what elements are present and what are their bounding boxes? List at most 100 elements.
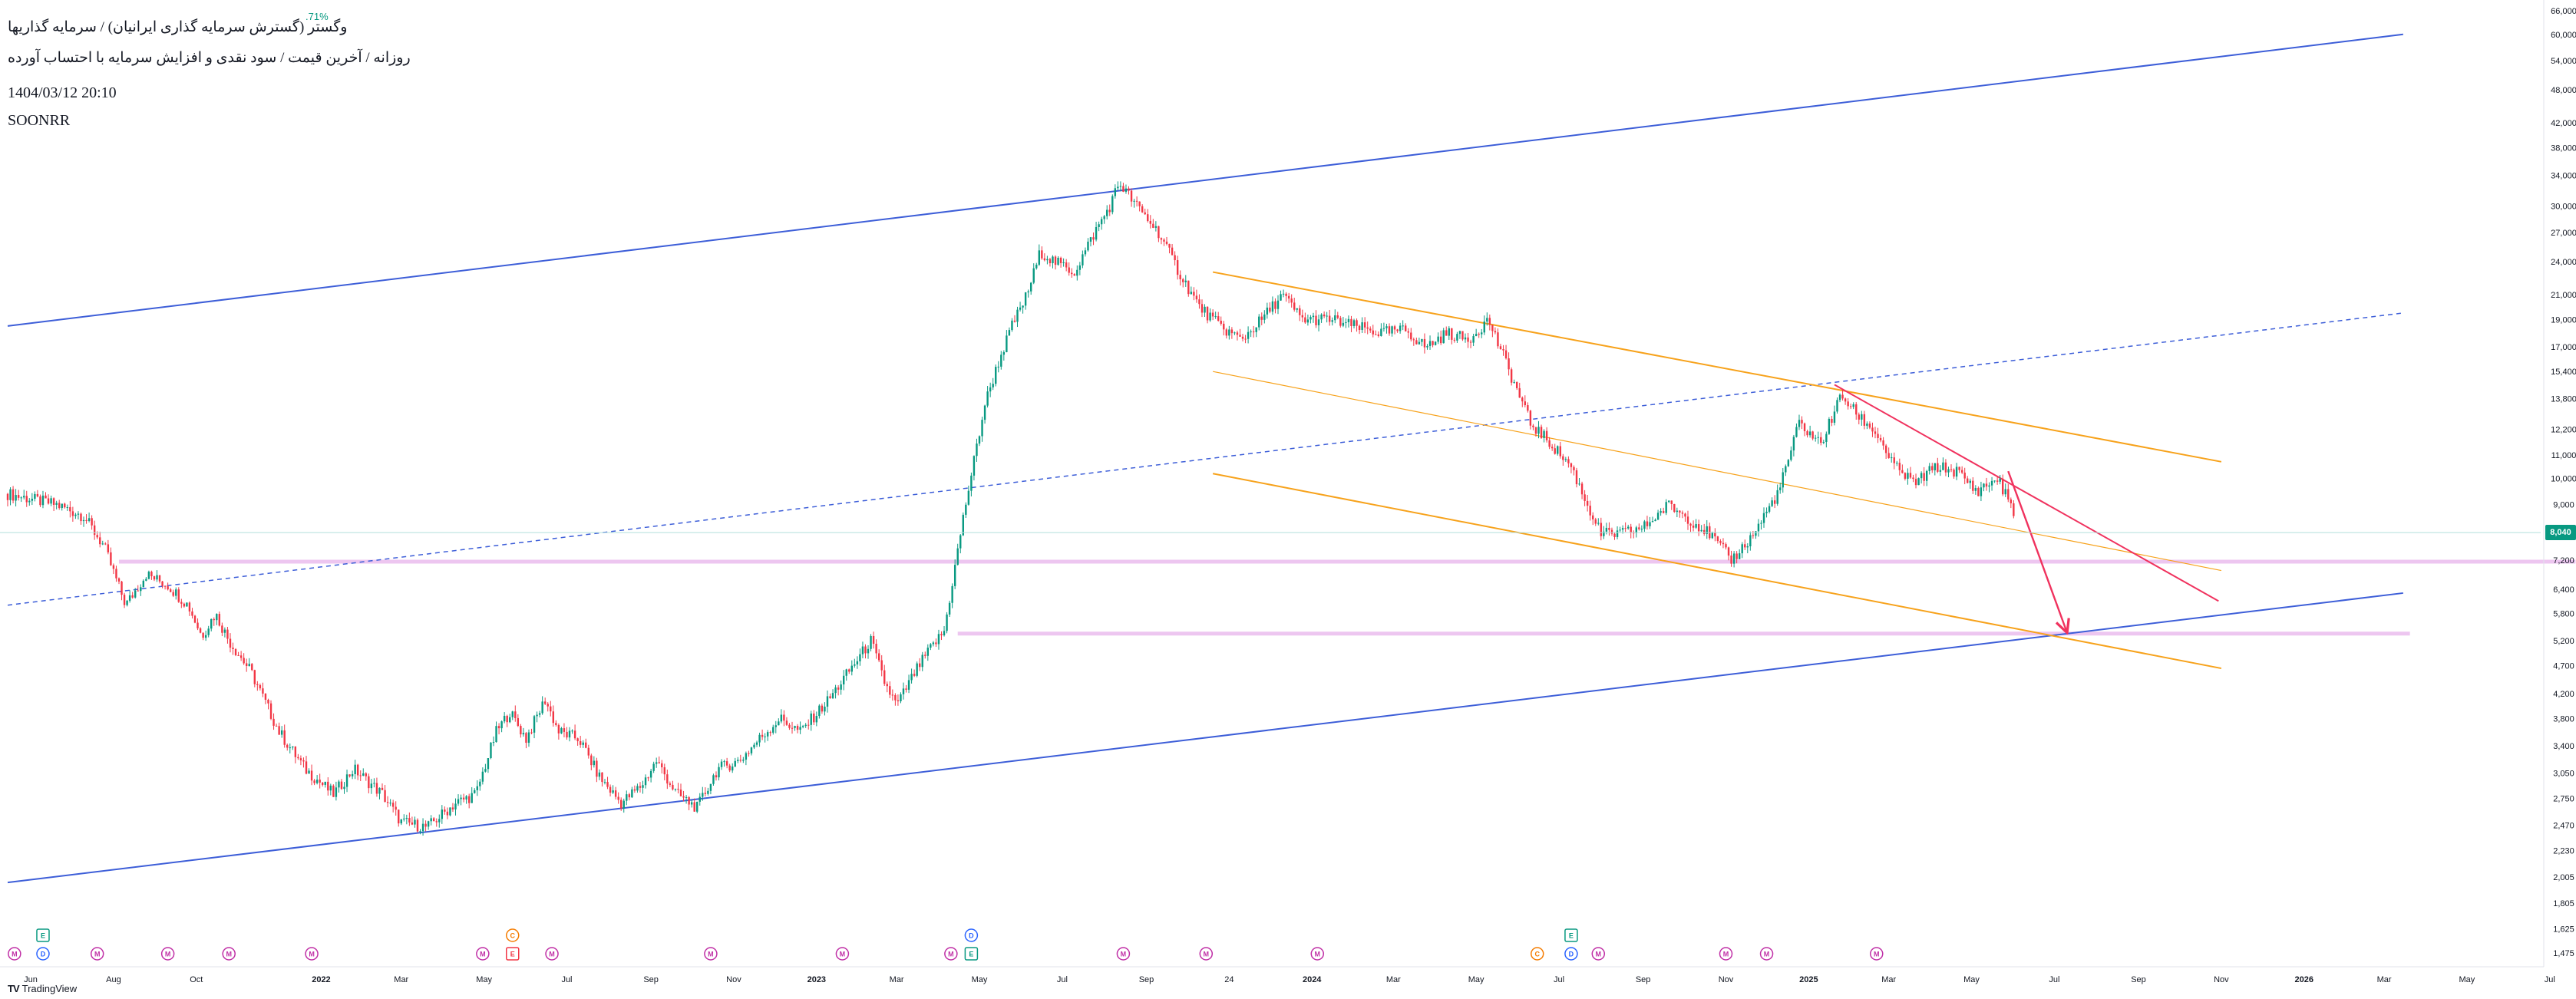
candle-body: [891, 694, 894, 696]
event-badge-label: D: [1569, 951, 1574, 958]
tradingview-watermark[interactable]: TV TradingView: [8, 983, 77, 994]
candle-body: [1052, 256, 1054, 264]
candle-body: [93, 525, 96, 536]
candle-body: [1668, 500, 1670, 503]
candle-body: [1152, 223, 1154, 228]
candle-body: [239, 655, 243, 658]
candle-body: [213, 618, 215, 621]
candle-body: [1100, 219, 1103, 225]
candle-body: [1138, 201, 1141, 206]
candle-body: [1852, 404, 1854, 407]
candle-body: [1013, 320, 1016, 322]
candle-body: [951, 585, 953, 603]
candle-body: [1575, 470, 1578, 485]
candle-body: [1884, 445, 1887, 453]
candle-body: [275, 725, 278, 727]
candle-body: [1301, 315, 1304, 318]
y-tick-label: 7,200: [2553, 556, 2574, 565]
candle-body: [117, 578, 121, 582]
event-badge-shape: [1870, 947, 1884, 961]
candle-body: [1825, 434, 1828, 442]
candle-body: [1352, 320, 1356, 326]
event-badge-label: C: [1534, 951, 1540, 958]
candle-body: [1782, 472, 1784, 488]
candle-body: [322, 782, 324, 785]
y-tick-label: 60,000: [2551, 31, 2576, 40]
candle-body: [514, 711, 517, 718]
candle-body: [297, 757, 299, 759]
event-badge-label: C: [510, 932, 516, 940]
candle-body: [1117, 186, 1119, 189]
candle-body: [1785, 466, 1787, 473]
candle-body: [1578, 483, 1580, 485]
candle-body: [1993, 480, 1996, 482]
candle-body: [1545, 430, 1548, 440]
candle-body: [356, 764, 359, 776]
trend-line-blue-mid: [7, 312, 2403, 606]
candle-body: [636, 786, 639, 791]
candle-body: [1154, 226, 1158, 228]
candle-body: [378, 787, 381, 794]
candle-body: [1071, 272, 1073, 275]
x-tick-label: Jul: [2545, 975, 2555, 984]
candle-body: [1656, 513, 1660, 520]
candle-body: [913, 674, 916, 676]
candle-body: [1676, 510, 1679, 513]
candle-body: [973, 456, 976, 476]
candle-body: [937, 634, 940, 645]
candle-body: [112, 565, 115, 569]
candle-body: [142, 580, 145, 588]
candle-body: [824, 706, 826, 712]
candle-body: [940, 634, 943, 636]
candle-body: [1801, 420, 1803, 424]
candle-body: [96, 535, 98, 538]
x-tick-label: 2023: [807, 975, 826, 984]
candle-body: [1426, 345, 1428, 348]
candle-body: [384, 790, 386, 803]
candle-body: [1990, 480, 1993, 486]
candle-body: [1260, 316, 1263, 320]
candle-body: [1662, 511, 1665, 513]
candle-body: [1356, 320, 1358, 326]
candle-body: [1765, 511, 1768, 513]
candle-body: [1285, 293, 1287, 296]
candle-body: [28, 500, 31, 503]
candle-body: [1972, 480, 1974, 491]
candle-body: [715, 775, 718, 778]
candle-body: [1144, 212, 1146, 215]
candle-body: [725, 761, 728, 766]
candle-body: [1334, 315, 1336, 321]
candle-body: [986, 391, 989, 406]
candle-body: [1179, 275, 1181, 279]
candle-body: [115, 569, 117, 579]
candle-body: [1239, 335, 1241, 337]
candle-body: [1651, 521, 1654, 523]
y-tick-label: 4,200: [2553, 690, 2574, 699]
candle-body: [1019, 307, 1022, 310]
candle-body: [1111, 196, 1114, 213]
candle-body: [1382, 328, 1385, 329]
candle-body: [848, 669, 850, 672]
candle-body: [932, 642, 935, 645]
candle-body: [408, 818, 411, 823]
y-tick-label: 54,000: [2551, 57, 2576, 66]
candle-body: [88, 518, 91, 522]
candle-body: [398, 809, 400, 824]
event-marker: E: [1564, 928, 1578, 942]
candle-body: [883, 670, 886, 684]
candle-body: [262, 688, 264, 694]
candle-body: [1393, 326, 1396, 330]
event-badge-shape: [1564, 928, 1578, 942]
chart-timestamp: 1404/03/12 20:10: [8, 84, 117, 101]
candle-body: [289, 747, 291, 749]
candle-body: [530, 732, 533, 734]
candle-body: [1147, 214, 1149, 222]
candle-body: [520, 726, 522, 735]
trend-line-orange-mid: [1213, 371, 2221, 572]
x-tick-label: Sep: [2131, 975, 2146, 984]
event-marker: E: [964, 947, 979, 961]
candle-body: [1985, 483, 1988, 487]
candle-body: [758, 734, 761, 743]
candle-body: [1000, 354, 1002, 367]
